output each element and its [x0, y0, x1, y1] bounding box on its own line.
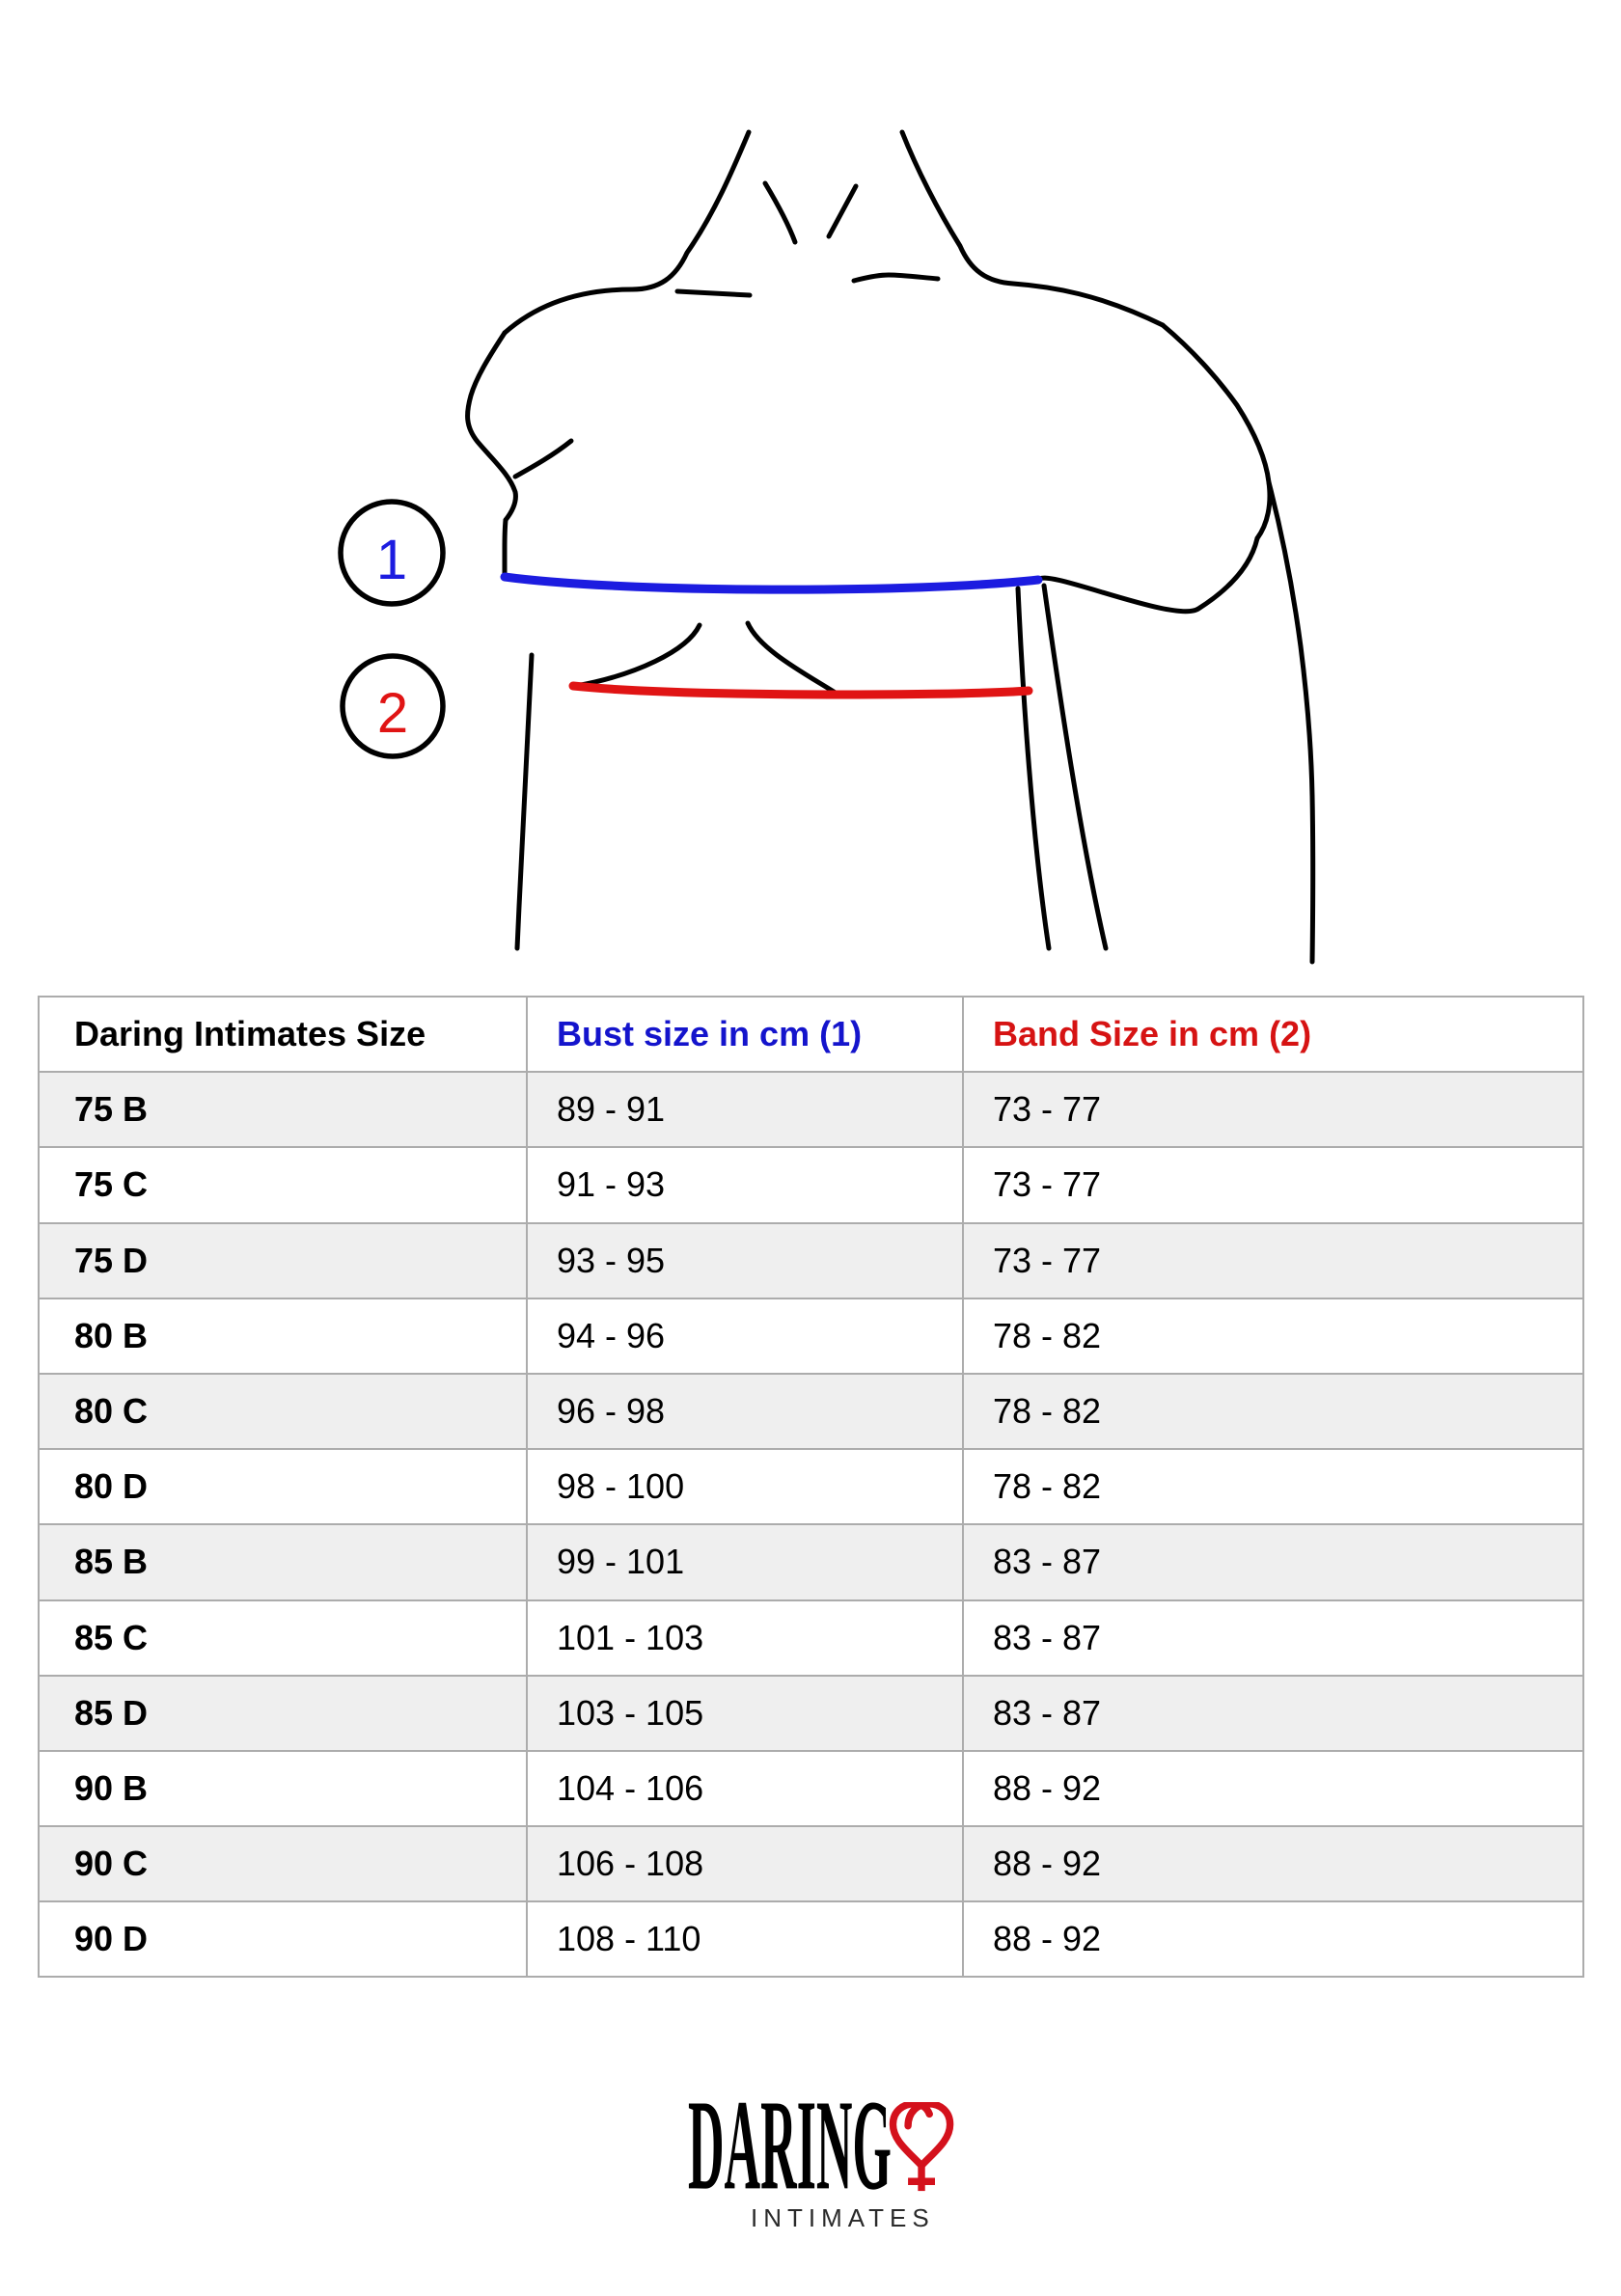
svg-text:2: 2 — [377, 682, 408, 745]
svg-text:1: 1 — [376, 529, 407, 591]
